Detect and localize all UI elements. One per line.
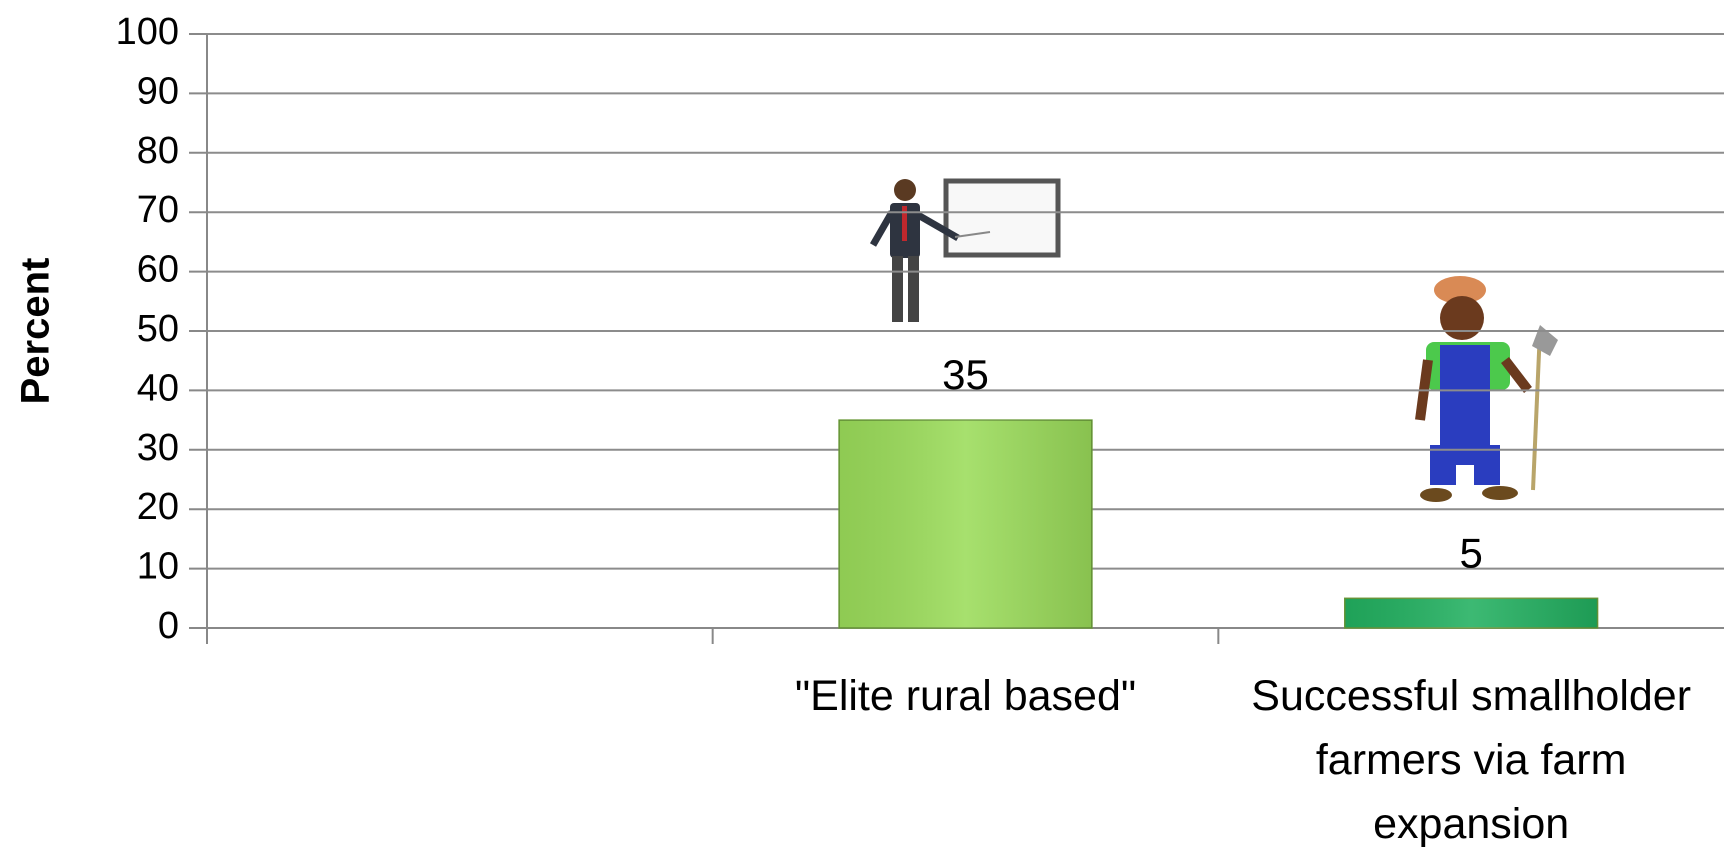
y-tick-label: 60 bbox=[137, 249, 179, 291]
data-label: 5 bbox=[1459, 529, 1482, 576]
bar-shading bbox=[1344, 598, 1598, 628]
y-tick-label: 0 bbox=[158, 605, 179, 647]
y-axis-label: Percent bbox=[14, 258, 58, 405]
y-tick-label: 90 bbox=[137, 70, 179, 112]
presenter-illustration bbox=[869, 178, 1061, 322]
x-tick-label: Successful smallholder farmers via farm … bbox=[1251, 672, 1692, 848]
x-tick-label: "Elite rural based" bbox=[794, 672, 1137, 720]
y-tick-label: 80 bbox=[137, 130, 179, 172]
y-tick-label: 30 bbox=[137, 427, 179, 469]
y-tick-label: 10 bbox=[137, 546, 179, 588]
bar-shading bbox=[839, 420, 1092, 628]
data-label: 35 bbox=[942, 351, 989, 398]
y-tick-label: 70 bbox=[137, 189, 179, 231]
farmer-illustration bbox=[1415, 276, 1558, 502]
y-tick-label: 100 bbox=[116, 11, 179, 53]
y-tick-label: 20 bbox=[137, 486, 179, 528]
y-tick-label: 40 bbox=[137, 367, 179, 409]
y-tick-label: 50 bbox=[137, 308, 179, 350]
